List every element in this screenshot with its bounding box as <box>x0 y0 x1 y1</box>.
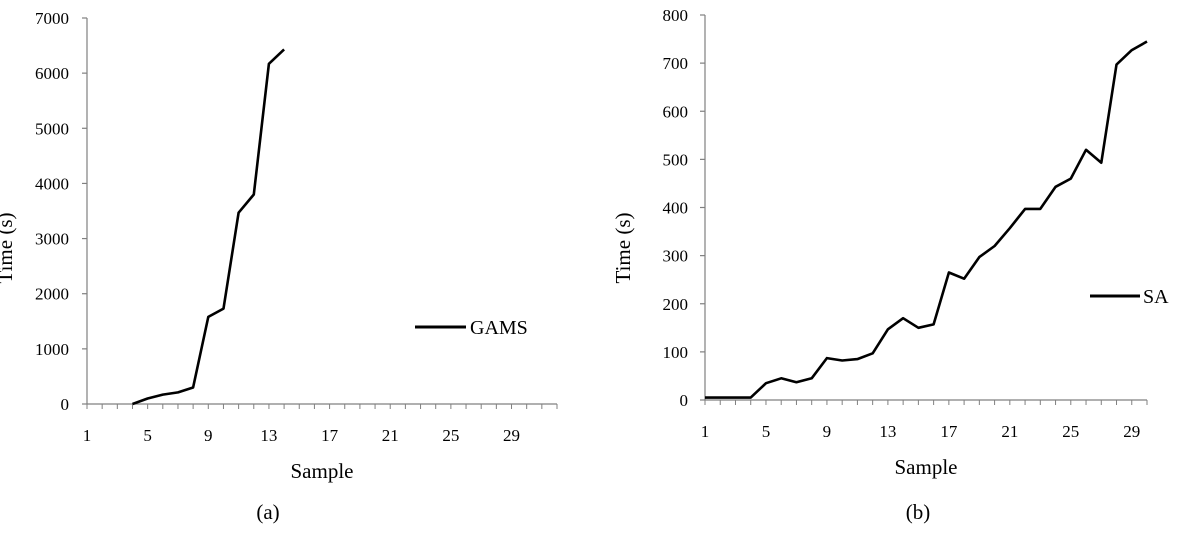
y-tick-label: 4000 <box>35 174 69 193</box>
y-tick-label: 7000 <box>35 9 69 28</box>
y-tick-label: 400 <box>663 199 689 218</box>
x-tick-label: 13 <box>260 426 277 445</box>
x-tick-label: 17 <box>321 426 339 445</box>
y-tick-label: 1000 <box>35 340 69 359</box>
y-axis-title: Time (s) <box>611 213 635 284</box>
x-tick-label: 9 <box>823 422 832 441</box>
x-tick-label: 17 <box>940 422 958 441</box>
series-line-gams <box>132 48 285 406</box>
y-tick-label: 100 <box>663 343 689 362</box>
chart-caption: (b) <box>906 500 931 524</box>
x-axis-title: Sample <box>291 459 354 483</box>
y-tick-label: 6000 <box>35 64 69 83</box>
x-tick-label: 5 <box>143 426 152 445</box>
y-tick-label: 5000 <box>35 119 69 138</box>
y-tick-label: 2000 <box>35 285 69 304</box>
x-axis-title: Sample <box>895 455 958 479</box>
y-tick-label: 3000 <box>35 230 69 249</box>
x-tick-label: 25 <box>442 426 459 445</box>
y-tick-label: 200 <box>663 295 689 314</box>
x-tick-label: 1 <box>83 426 92 445</box>
x-tick-label: 29 <box>1123 422 1140 441</box>
x-tick-label: 21 <box>1001 422 1018 441</box>
chart-caption: (a) <box>256 500 279 524</box>
legend-label: GAMS <box>470 317 528 339</box>
y-tick-label: 0 <box>61 395 70 414</box>
y-tick-label: 600 <box>663 102 689 121</box>
x-tick-label: 1 <box>701 422 710 441</box>
x-tick-label: 9 <box>204 426 213 445</box>
x-tick-label: 21 <box>382 426 399 445</box>
chart-a: 0 1000 2000 3000 4000 5000 6000 7000 1 5 9 13 17 21 25… <box>0 9 558 524</box>
x-tick-label: 25 <box>1062 422 1079 441</box>
y-tick-label: 700 <box>663 54 689 73</box>
x-tick-label: 13 <box>879 422 896 441</box>
legend-label: SA <box>1143 286 1169 308</box>
y-axis-title: Time (s) <box>0 213 17 284</box>
x-tick-label: 29 <box>503 426 520 445</box>
chart-b: 0 100 200 300 400 500 600 700 800 1 5 9 13 17 21 25 29 SA… <box>611 6 1169 524</box>
y-tick-label: 800 <box>663 6 689 25</box>
x-tick-label: 5 <box>762 422 771 441</box>
series-line-sa <box>705 40 1148 399</box>
y-tick-label: 300 <box>663 247 689 266</box>
y-tick-label: 500 <box>663 150 689 169</box>
y-tick-label: 0 <box>680 391 689 410</box>
